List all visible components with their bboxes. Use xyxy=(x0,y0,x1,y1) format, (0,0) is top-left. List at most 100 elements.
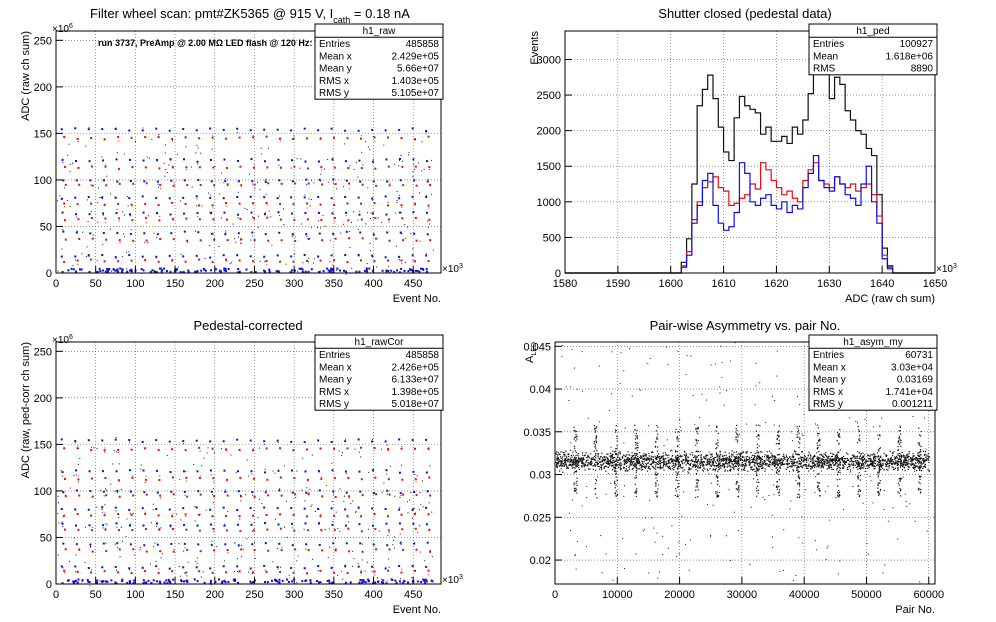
point xyxy=(719,464,722,467)
point-blue xyxy=(426,541,429,544)
point xyxy=(757,434,759,436)
point-black xyxy=(399,496,401,498)
point xyxy=(735,451,738,453)
point xyxy=(604,460,606,462)
point xyxy=(893,468,895,470)
point-red xyxy=(279,513,282,516)
point-red xyxy=(294,182,297,185)
point xyxy=(555,452,557,454)
point xyxy=(839,462,841,465)
point xyxy=(696,455,698,457)
point xyxy=(563,452,565,454)
stats-value: 5.66e+07 xyxy=(397,64,439,75)
point xyxy=(778,439,780,442)
point xyxy=(911,460,913,462)
point-blue xyxy=(62,179,65,182)
point xyxy=(615,464,617,466)
point-blue xyxy=(386,489,389,492)
point xyxy=(753,459,755,461)
point-black xyxy=(251,572,253,574)
point xyxy=(594,446,596,448)
point-black xyxy=(431,193,433,195)
point-blue xyxy=(87,196,90,199)
point xyxy=(913,455,915,457)
point-red xyxy=(78,494,81,497)
point xyxy=(751,466,753,468)
point xyxy=(697,479,699,481)
point-blue xyxy=(227,267,230,270)
point-black xyxy=(371,571,373,573)
point-black xyxy=(313,262,315,264)
point xyxy=(776,437,778,439)
point-red xyxy=(429,528,431,530)
point xyxy=(797,470,799,472)
point xyxy=(717,480,719,482)
point xyxy=(849,469,852,471)
point-blue xyxy=(286,578,289,581)
point-blue xyxy=(317,522,320,525)
point-blue xyxy=(129,524,132,527)
point xyxy=(725,459,727,461)
point xyxy=(656,495,658,497)
point xyxy=(709,463,711,466)
point xyxy=(927,469,929,471)
point xyxy=(603,467,605,469)
point xyxy=(676,472,679,474)
point-red xyxy=(173,182,175,184)
point xyxy=(827,461,829,463)
point-red xyxy=(63,569,66,572)
point-black xyxy=(368,537,370,539)
point-blue xyxy=(425,580,428,583)
point xyxy=(744,458,746,460)
point-red xyxy=(321,239,324,242)
point xyxy=(637,457,639,460)
point-red xyxy=(63,528,66,531)
point xyxy=(785,454,787,456)
point-blue xyxy=(183,230,186,233)
point xyxy=(677,460,680,462)
point xyxy=(810,465,812,468)
point-blue xyxy=(386,180,389,183)
point xyxy=(788,470,791,473)
point-red xyxy=(293,529,296,532)
point-black xyxy=(214,165,216,167)
point-black xyxy=(386,444,388,446)
point xyxy=(808,457,810,460)
point xyxy=(915,459,917,461)
point xyxy=(794,458,797,460)
point xyxy=(795,451,797,453)
point xyxy=(653,466,655,469)
point xyxy=(823,453,825,455)
point-black xyxy=(394,495,396,497)
point xyxy=(798,466,800,469)
point xyxy=(693,464,695,467)
point-black xyxy=(111,270,113,272)
point-blue xyxy=(196,198,198,200)
point xyxy=(719,451,721,453)
point xyxy=(582,457,584,459)
point-black xyxy=(58,502,60,504)
point xyxy=(638,451,641,454)
point xyxy=(776,466,778,469)
point-black xyxy=(394,536,396,538)
point xyxy=(656,424,658,427)
point-blue xyxy=(128,129,131,132)
point-black xyxy=(365,223,367,225)
point-blue xyxy=(398,157,401,160)
point-red xyxy=(360,202,363,205)
point xyxy=(595,480,598,482)
point-blue xyxy=(358,470,361,473)
point xyxy=(758,457,760,459)
point-blue xyxy=(183,490,186,493)
point-blue xyxy=(277,158,280,161)
point-blue xyxy=(425,196,428,199)
point xyxy=(756,452,758,454)
point-black xyxy=(139,549,141,551)
point xyxy=(792,469,794,471)
point xyxy=(756,468,759,471)
point xyxy=(755,458,757,460)
point xyxy=(676,476,678,479)
point xyxy=(841,456,844,459)
point xyxy=(724,451,726,453)
data-marks xyxy=(57,437,434,587)
